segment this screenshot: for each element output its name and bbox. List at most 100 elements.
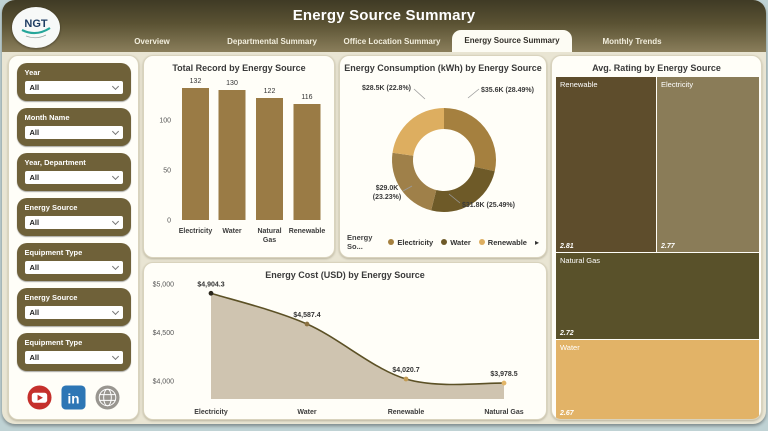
filter-month-name: Month Name All xyxy=(16,108,131,146)
filter-select-energy-source-2[interactable]: All xyxy=(24,306,123,319)
svg-text:$4,020.7: $4,020.7 xyxy=(392,367,419,374)
social-links: in xyxy=(9,385,138,410)
legend-label: Electricity xyxy=(397,237,434,247)
chevron-down-icon xyxy=(111,82,119,91)
point-renewable[interactable] xyxy=(403,376,409,382)
legend-item-renewable[interactable]: Renewable xyxy=(478,237,527,247)
point-natural-gas[interactable] xyxy=(501,380,507,386)
bar-chart[interactable]: 0 50 100 132 Electricity 130 Water 122 Natural Ga… xyxy=(144,74,335,250)
legend-scroll-arrow[interactable]: ▸ xyxy=(534,237,539,247)
line-chart-panel: Energy Cost (USD) by Energy Source $5,00… xyxy=(143,262,547,420)
donut-slice-renewable[interactable] xyxy=(392,108,445,156)
bar-electricity[interactable] xyxy=(182,88,209,220)
svg-text:130: 130 xyxy=(226,80,238,87)
filter-list: Year All Month Name All Year, Department xyxy=(9,56,138,371)
filter-select-month-name[interactable]: All xyxy=(24,126,123,139)
donut-chart[interactable]: $35.6K (28.49%) $31.8K (25.49%) $29.0K (23.… xyxy=(340,74,547,226)
treemap-title: Avg. Rating by Energy Source xyxy=(592,63,721,73)
svg-text:132: 132 xyxy=(190,78,202,85)
svg-text:$4,904.3: $4,904.3 xyxy=(197,281,224,288)
point-water[interactable] xyxy=(304,321,310,327)
donut-slice-water[interactable] xyxy=(431,166,495,212)
svg-text:Natural: Natural xyxy=(257,228,281,235)
header: Energy Source Summary NGT Overview Depar… xyxy=(2,0,766,52)
treemap-tile-water[interactable]: Water 2.67 xyxy=(556,340,759,419)
treemap-panel: Avg. Rating by Energy Source Renewable 2… xyxy=(551,55,762,420)
chevron-down-icon xyxy=(111,352,119,361)
filter-equipment-type: Equipment Type All xyxy=(16,243,131,281)
tile-value: 2.81 xyxy=(560,243,574,250)
tab-monthly-trends[interactable]: Monthly Trends xyxy=(602,37,662,46)
treemap-tile-renewable[interactable]: Renewable 2.81 xyxy=(556,77,656,252)
filter-value: All xyxy=(29,83,40,92)
filter-value: All xyxy=(29,128,40,137)
filter-energy-source: Energy Source All xyxy=(16,198,131,236)
tile-name: Electricity xyxy=(661,80,694,89)
line-chart[interactable]: $5,000 $4,500 $4,000 $4,904.3 Electricity $4,… xyxy=(144,281,547,420)
legend-item-electricity[interactable]: Electricity xyxy=(388,238,433,247)
filter-value: All xyxy=(29,263,40,272)
dashboard-card: Energy Source Summary NGT Overview Depar… xyxy=(2,0,766,424)
svg-text:122: 122 xyxy=(264,88,276,95)
youtube-icon[interactable] xyxy=(27,385,52,410)
line-chart-title: Energy Cost (USD) by Energy Source xyxy=(265,270,425,280)
svg-text:Natural Gas: Natural Gas xyxy=(484,409,523,416)
filter-select-equipment-type-2[interactable]: All xyxy=(24,351,123,364)
legend-title: Energy So... xyxy=(347,233,373,251)
donut-legend: Energy So... Electricity Water Renewable… xyxy=(340,233,546,251)
filter-select-year-department[interactable]: All xyxy=(24,171,123,184)
linkedin-icon[interactable]: in xyxy=(61,385,86,410)
filter-equipment-type-2: Equipment Type All xyxy=(16,333,131,371)
filter-label: Energy Source xyxy=(24,293,78,302)
filter-label: Equipment Type xyxy=(24,338,83,347)
company-logo: NGT xyxy=(12,7,60,48)
donut-label-natural-gas: (23.23%) xyxy=(373,194,401,201)
filter-select-equipment-type[interactable]: All xyxy=(24,261,123,274)
legend-dot xyxy=(441,239,448,245)
ngt-logo-icon: NGT xyxy=(21,18,51,38)
tab-departmental-summary[interactable]: Departmental Summary xyxy=(227,37,317,46)
cost-area[interactable] xyxy=(211,293,504,399)
bar-renewable[interactable] xyxy=(293,104,321,220)
legend-label: Renewable xyxy=(487,237,527,247)
bar-natural-gas[interactable] xyxy=(256,98,283,220)
cost-line[interactable] xyxy=(210,292,505,386)
tab-overview[interactable]: Overview xyxy=(134,37,170,46)
svg-text:$4,000: $4,000 xyxy=(153,379,175,386)
page-title: Energy Source Summary xyxy=(292,7,476,24)
legend-dot xyxy=(478,239,485,245)
point-electricity[interactable] xyxy=(208,290,214,296)
filter-select-year[interactable]: All xyxy=(24,81,123,94)
filter-year-department: Year, Department All xyxy=(16,153,131,191)
chevron-down-icon xyxy=(111,307,119,316)
tab-energy-source-summary[interactable]: Energy Source Summary xyxy=(452,30,572,52)
filter-select-energy-source[interactable]: All xyxy=(24,216,123,229)
svg-text:50: 50 xyxy=(163,168,171,175)
tab-office-location-summary[interactable]: Office Location Summary xyxy=(343,37,441,46)
treemap-tile-natural-gas[interactable]: Natural Gas 2.72 xyxy=(556,253,759,339)
donut-slice-electricity[interactable] xyxy=(444,108,496,172)
tile-name: Water xyxy=(560,343,580,352)
filter-label: Equipment Type xyxy=(24,248,83,257)
svg-text:Water: Water xyxy=(222,228,241,235)
svg-text:Electricity: Electricity xyxy=(194,409,228,416)
svg-text:Renewable: Renewable xyxy=(388,409,425,416)
tile-value: 2.72 xyxy=(560,330,574,337)
svg-text:$3,978.5: $3,978.5 xyxy=(490,371,517,378)
donut-chart-title: Energy Consumption (kWh) by Energy Sourc… xyxy=(344,63,542,73)
svg-text:Gas: Gas xyxy=(263,237,276,244)
legend-item-water[interactable]: Water xyxy=(441,238,471,247)
svg-text:$4,500: $4,500 xyxy=(153,330,175,337)
bar-water[interactable] xyxy=(218,90,246,220)
treemap-tile-electricity[interactable]: Electricity 2.77 xyxy=(657,77,759,252)
donut-chart-panel: Energy Consumption (kWh) by Energy Sourc… xyxy=(339,55,547,258)
donut-slice-natural-gas[interactable] xyxy=(392,152,437,211)
svg-text:100: 100 xyxy=(159,118,171,125)
svg-text:in: in xyxy=(68,391,80,406)
chevron-down-icon xyxy=(111,127,119,136)
filter-label: Year, Department xyxy=(24,158,86,167)
filter-label: Energy Source xyxy=(24,203,78,212)
svg-text:Renewable: Renewable xyxy=(289,228,326,235)
globe-icon[interactable] xyxy=(95,385,120,410)
tile-value: 2.77 xyxy=(661,243,675,250)
